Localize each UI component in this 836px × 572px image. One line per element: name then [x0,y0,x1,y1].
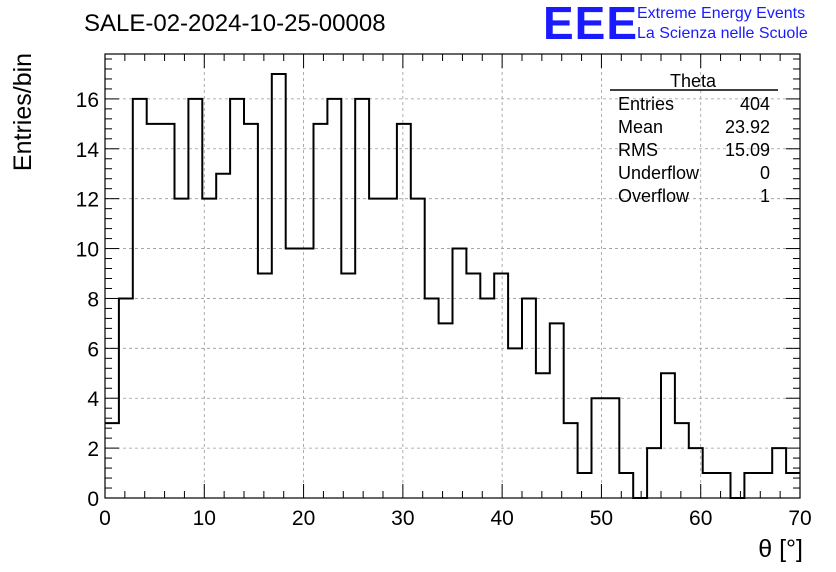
x-axis-label: θ [°] [758,535,803,563]
histogram-bin [508,348,522,498]
histogram-bin [675,423,689,498]
x-tick-labels: 0 10 20 30 40 50 60 70 [99,507,812,530]
histogram-bin [744,473,758,498]
histogram-bin [119,298,133,498]
histogram-bin [550,323,564,498]
logo-line-2: La Scienza nelle Scuole [637,25,808,42]
histogram-bin [522,298,536,498]
y-tick-label: 10 [76,239,99,262]
histogram-bin [230,99,244,498]
histogram-bin [147,124,161,498]
stats-rows: Entries 404 Mean 23.92 RMS 15.09 Underflow 0 Ove… [618,94,770,206]
stats-value: 0 [760,163,770,183]
histogram-bin [425,298,439,498]
stats-value: 15.09 [725,140,770,160]
y-tick-label: 16 [76,89,99,112]
stats-label: Overflow [618,186,690,206]
histogram-bin [188,99,202,498]
x-tick-label: 40 [490,507,513,530]
histogram-bin [717,473,731,498]
histogram-bin [341,274,355,498]
histogram-bin [105,423,119,498]
histogram-bin [647,448,661,498]
histogram-bin [355,99,369,498]
page-title: SALE-02-2024-10-25-00008 [84,10,386,37]
grid-lines [105,54,800,498]
stats-label: RMS [618,140,658,160]
eee-logo: EEE Extreme Energy Events La Scienza nel… [543,0,833,49]
plot-frame [104,53,801,499]
histogram-bin [411,199,425,498]
x-tick-label: 70 [788,507,811,530]
histogram-bin [592,398,606,498]
histogram-bin [536,373,550,498]
logo-mark: EEE [543,0,639,49]
histogram-bin [258,274,272,498]
stats-label: Entries [618,94,674,114]
histogram-bin [369,199,383,498]
y-tick-labels: 0 2 4 6 8 10 12 14 16 [76,89,100,511]
histogram-bin [578,473,592,498]
stats-box: Theta Entries 404 Mean 23.92 RMS 15.09 Underfl… [610,71,778,206]
histogram-bin [703,473,717,498]
histogram-bin [439,323,453,498]
x-tick-label: 0 [99,507,111,530]
histogram-bin [327,99,341,498]
stats-value: 23.92 [725,117,770,137]
stats-label: Underflow [618,163,700,183]
x-tick-label: 60 [689,507,712,530]
logo-line-1: Extreme Energy Events [637,5,806,22]
histogram-bin [661,373,675,498]
x-tick-label: 20 [292,507,315,530]
x-tick-label: 10 [193,507,216,530]
histogram-bin [564,423,578,498]
histogram-bin [772,448,786,498]
histogram-bin [314,124,328,498]
histogram-bin [133,99,147,498]
y-tick-label: 4 [87,388,99,411]
y-tick-label: 0 [87,488,99,511]
x-tick-label: 30 [391,507,414,530]
stats-value: 404 [740,94,770,114]
histogram-bin [175,199,189,498]
histogram-bin [216,174,230,498]
histogram-bin [383,199,397,498]
histogram-bin [605,398,619,498]
stats-label: Mean [618,117,663,137]
histogram-bin [494,274,508,498]
histogram-bin [244,124,258,498]
histogram-bin [786,473,800,498]
histogram-bin [161,124,175,498]
y-axis-label: Entries/bin [9,53,37,171]
y-tick-label: 2 [87,438,99,461]
y-tick-label: 12 [76,189,99,212]
stats-value: 1 [760,186,770,206]
histogram-bin [202,199,216,498]
histogram-bin [286,249,300,498]
x-tick-label: 50 [590,507,613,530]
y-tick-label: 6 [87,338,99,361]
y-tick-label: 14 [76,139,100,162]
histogram-bin [397,124,411,498]
histogram-bin [480,298,494,498]
histogram-bin [466,274,480,498]
histogram-bars [105,72,800,499]
histogram-bin [453,249,467,498]
histogram-bin [272,74,286,498]
histogram-bin [300,249,314,498]
stats-title: Theta [670,71,717,91]
y-tick-label: 8 [87,288,99,311]
axis-ticks [104,54,801,499]
histogram-outline [105,72,800,499]
